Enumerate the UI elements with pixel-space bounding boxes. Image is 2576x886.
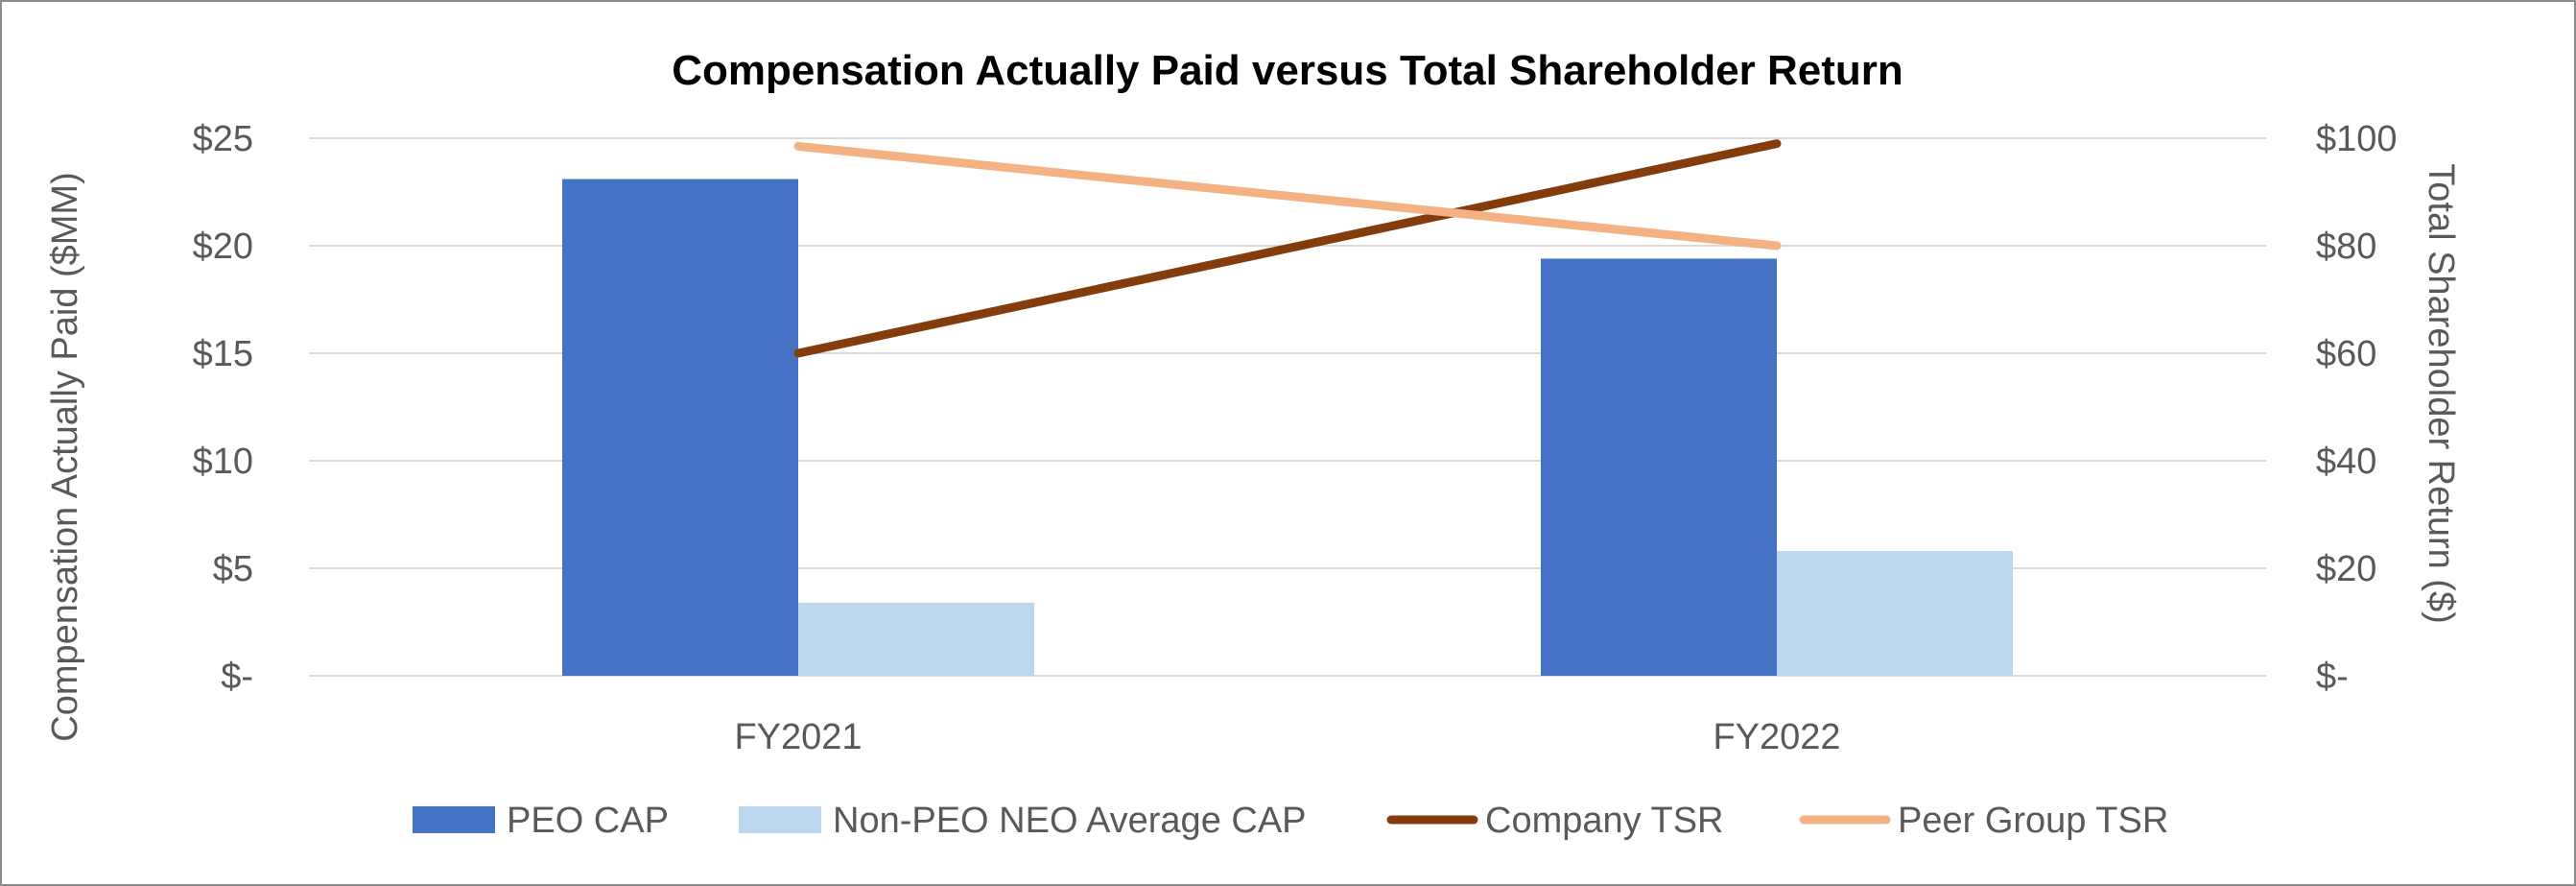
- legend-swatch-non-peo-neo-average-cap: [739, 806, 821, 833]
- line-company-tsr: [793, 139, 1782, 358]
- legend-label-company-tsr: Company TSR: [1485, 801, 1724, 841]
- bar-non-peo-neo-average-cap-fy2022: [1777, 551, 2013, 676]
- bar-peo-cap-fy2021: [562, 179, 798, 676]
- legend-swatch-peo-cap: [413, 806, 495, 833]
- x-tick-label: FY2021: [734, 717, 862, 757]
- legend-label-non-peo-neo-average-cap: Non-PEO NEO Average CAP: [833, 801, 1307, 841]
- right-axis-ticks: $- $20 $40 $60 $80 $100: [2316, 119, 2398, 697]
- left-tick-label: $20: [193, 227, 253, 267]
- left-axis-ticks: $- $5 $10 $15 $20 $25: [193, 119, 253, 697]
- right-tick-label: $100: [2316, 119, 2398, 159]
- right-tick-label: $-: [2316, 657, 2349, 697]
- left-tick-label: $15: [193, 334, 253, 374]
- left-tick-label: $10: [193, 442, 253, 482]
- bar-peo-cap-fy2022: [1541, 258, 1777, 676]
- legend: PEO CAP Non-PEO NEO Average CAP Company TS…: [413, 801, 2168, 841]
- bars: [562, 179, 2013, 676]
- right-tick-label: $20: [2316, 549, 2376, 589]
- right-axis-title: Total Shareholder Return ($): [2421, 163, 2461, 623]
- left-tick-label: $5: [213, 549, 253, 589]
- series-lines: [793, 139, 1782, 358]
- left-tick-label: $25: [193, 119, 253, 159]
- legend-label-peo-cap: PEO CAP: [507, 801, 669, 841]
- right-tick-label: $80: [2316, 227, 2376, 267]
- x-axis-ticks: FY2021 FY2022: [734, 717, 1840, 757]
- right-tick-label: $40: [2316, 442, 2376, 482]
- right-tick-label: $60: [2316, 334, 2376, 374]
- left-axis-title: Compensation Actually Paid ($MM): [45, 172, 85, 741]
- left-tick-label: $-: [221, 657, 253, 697]
- legend-label-peer-group-tsr: Peer Group TSR: [1898, 801, 2168, 841]
- x-tick-label: FY2022: [1713, 717, 1840, 757]
- bar-non-peo-neo-average-cap-fy2021: [798, 602, 1034, 676]
- chart-title: Compensation Actually Paid versus Total …: [672, 47, 1903, 94]
- line-peer-group-tsr: [793, 141, 1782, 251]
